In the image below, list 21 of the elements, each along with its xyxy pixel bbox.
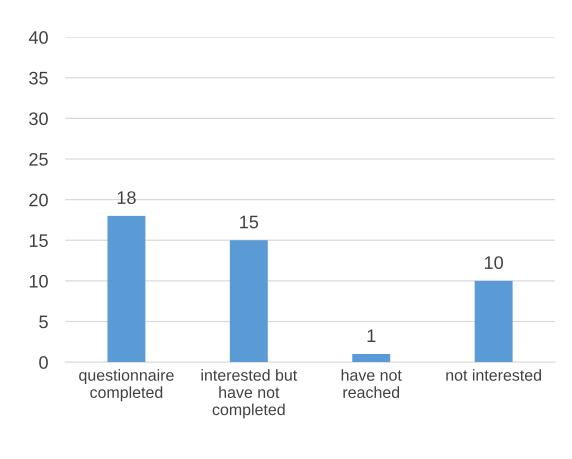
bar	[474, 280, 513, 362]
y-tick-label: 10	[30, 274, 48, 288]
x-tick-label: have not reached	[342, 369, 402, 398]
y-tick-label: 35	[29, 72, 48, 85]
bar	[107, 216, 146, 362]
y-tick-label: 30	[29, 112, 48, 126]
y-tick-label: 40	[28, 31, 48, 44]
y-tick-label: 0	[39, 356, 48, 369]
x-tick-label: interested but have not completed	[202, 369, 298, 418]
y-tick-label: 5	[39, 316, 48, 328]
y-tick-label: 20	[29, 194, 48, 206]
x-tick-label: not interested	[446, 369, 542, 381]
data-label: 15	[240, 216, 258, 228]
x-tick-label: questionnaire completed	[79, 369, 174, 402]
y-tick-label: 15	[30, 234, 48, 248]
y-tick-label: 25	[29, 152, 48, 166]
data-label: 18	[118, 191, 136, 204]
bar	[230, 240, 268, 362]
bar	[352, 354, 390, 362]
data-label: 10	[484, 256, 503, 270]
data-label: 1	[368, 330, 376, 342]
